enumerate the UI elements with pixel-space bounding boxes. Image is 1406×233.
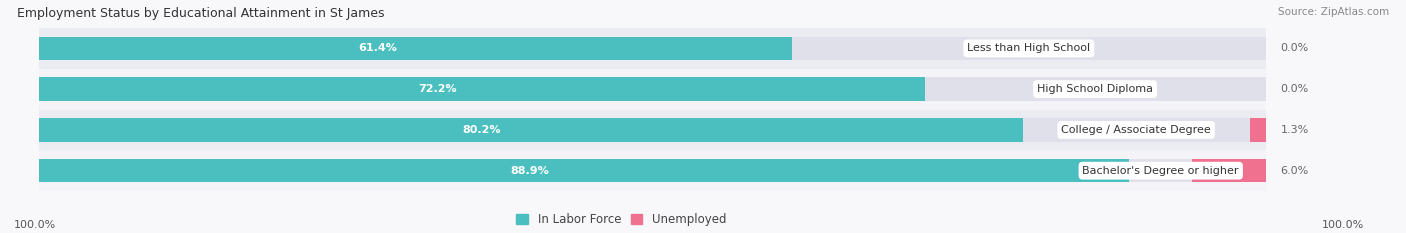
Bar [38, 159, 1265, 182]
Bar [38, 77, 1265, 101]
Text: College / Associate Degree: College / Associate Degree [1062, 125, 1211, 135]
Bar [38, 77, 925, 101]
Bar [38, 118, 1022, 142]
Text: 0.0%: 0.0% [1281, 43, 1309, 53]
Text: 100.0%: 100.0% [14, 220, 56, 230]
Bar [38, 37, 792, 60]
Text: 0.0%: 0.0% [1281, 84, 1309, 94]
Text: Source: ZipAtlas.com: Source: ZipAtlas.com [1278, 7, 1389, 17]
Bar [38, 28, 1265, 69]
Bar [38, 37, 1265, 60]
Text: 88.9%: 88.9% [510, 166, 548, 176]
Text: Bachelor's Degree or higher: Bachelor's Degree or higher [1083, 166, 1239, 176]
Text: Employment Status by Educational Attainment in St James: Employment Status by Educational Attainm… [17, 7, 384, 20]
Text: 100.0%: 100.0% [1322, 220, 1364, 230]
Bar [1250, 118, 1265, 142]
Text: 1.3%: 1.3% [1281, 125, 1309, 135]
Text: High School Diploma: High School Diploma [1038, 84, 1153, 94]
Text: 61.4%: 61.4% [359, 43, 396, 53]
Bar [38, 150, 1265, 191]
Bar [38, 118, 1265, 142]
Bar [38, 69, 1265, 110]
Text: 72.2%: 72.2% [418, 84, 457, 94]
Bar [38, 110, 1265, 150]
Bar [38, 159, 1129, 182]
Text: Less than High School: Less than High School [967, 43, 1091, 53]
Legend: In Labor Force, Unemployed: In Labor Force, Unemployed [512, 208, 731, 231]
Text: 80.2%: 80.2% [463, 125, 501, 135]
Text: 6.0%: 6.0% [1281, 166, 1309, 176]
Bar [1192, 159, 1265, 182]
